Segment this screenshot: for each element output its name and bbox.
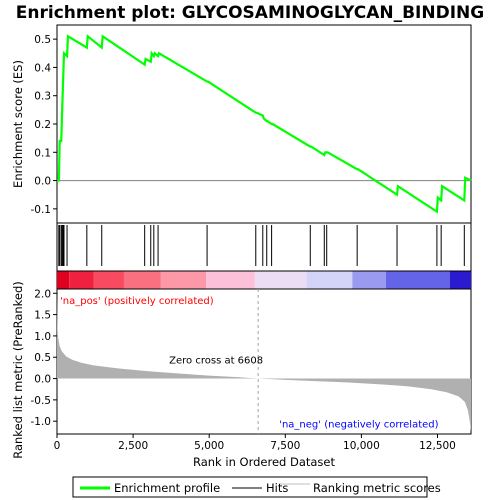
colorbar-segment (93, 271, 124, 289)
es-y-tick-label: 0.1 (34, 147, 51, 159)
colorbar-segment (449, 271, 471, 289)
colorbar-segment (254, 271, 307, 289)
legend-metric-label: Ranking metric scores (313, 481, 441, 495)
x-tick-label: 5,000 (194, 440, 224, 452)
metric-y-tick-label: 1.5 (34, 310, 51, 322)
x-tick-label: 12,500 (419, 440, 456, 452)
positive-correlation-label: 'na_pos' (positively correlated) (60, 296, 214, 307)
metric-y-axis-label: Ranked list metric (PreRanked) (11, 281, 25, 459)
zero-cross-label: Zero cross at 6608 (169, 356, 263, 367)
colorbar-segment (123, 271, 161, 289)
metric-y-tick-label: 0.5 (34, 352, 51, 364)
rank-colorbar (57, 270, 471, 289)
x-tick-label: 10,000 (343, 440, 380, 452)
colorbar-segment (160, 271, 207, 289)
metric-panel: Zero cross at 6608 'na_pos' (positively … (11, 281, 472, 469)
metric-y-tick-label: -1.0 (31, 416, 52, 428)
es-y-tick-label: 0.3 (34, 91, 51, 103)
legend-hits-label: Hits (266, 481, 288, 495)
colorbar-segment (385, 271, 450, 289)
es-y-axis-label: Enrichment score (ES) (11, 60, 25, 188)
colorbar-segment (306, 271, 353, 289)
es-y-tick-label: 0.2 (34, 119, 51, 131)
colorbar-segment (352, 271, 386, 289)
hits-panel (56, 222, 472, 290)
chart-title: Enrichment plot: GLYCOSAMINOGLYCAN_BINDI… (16, 3, 484, 23)
metric-y-tick-label: 0.0 (34, 374, 51, 386)
metric-y-tick-label: -0.5 (31, 395, 52, 407)
x-tick-label: 0 (54, 440, 61, 452)
es-y-tick-label: 0.4 (34, 62, 51, 74)
colorbar-segment (69, 271, 94, 289)
metric-y-tick-label: 2.0 (34, 288, 51, 300)
enrichment-profile-line (57, 34, 472, 214)
negative-correlation-label: 'na_neg' (negatively correlated) (279, 420, 438, 431)
x-tick-label: 7,500 (270, 440, 300, 452)
colorbar-segment (206, 271, 255, 289)
x-tick-label: 2,500 (118, 440, 148, 452)
rank-x-ticks: 0 2,500 5,000 7,500 10,000 12,500 (54, 434, 456, 452)
es-y-ticks: 0.5 0.4 0.3 0.2 0.1 0.0 -0.1 (31, 34, 57, 216)
metric-y-tick-label: 1.0 (34, 331, 51, 343)
legend: Enrichment profile Hits Ranking metric s… (72, 476, 441, 498)
hit-lines (58, 225, 465, 266)
es-panel: 0.5 0.4 0.3 0.2 0.1 0.0 -0.1 Enrichment score … (11, 24, 472, 224)
es-y-tick-label: -0.1 (31, 204, 52, 216)
es-y-tick-label: 0.5 (34, 34, 51, 46)
x-axis-label: Rank in Ordered Dataset (193, 455, 336, 469)
es-y-tick-label: 0.0 (34, 176, 51, 188)
legend-enrichment-label: Enrichment profile (114, 481, 220, 495)
metric-y-ticks: 2.0 1.5 1.0 0.5 0.0 -0.5 -1.0 (31, 288, 57, 428)
colorbar-segment (57, 271, 70, 289)
